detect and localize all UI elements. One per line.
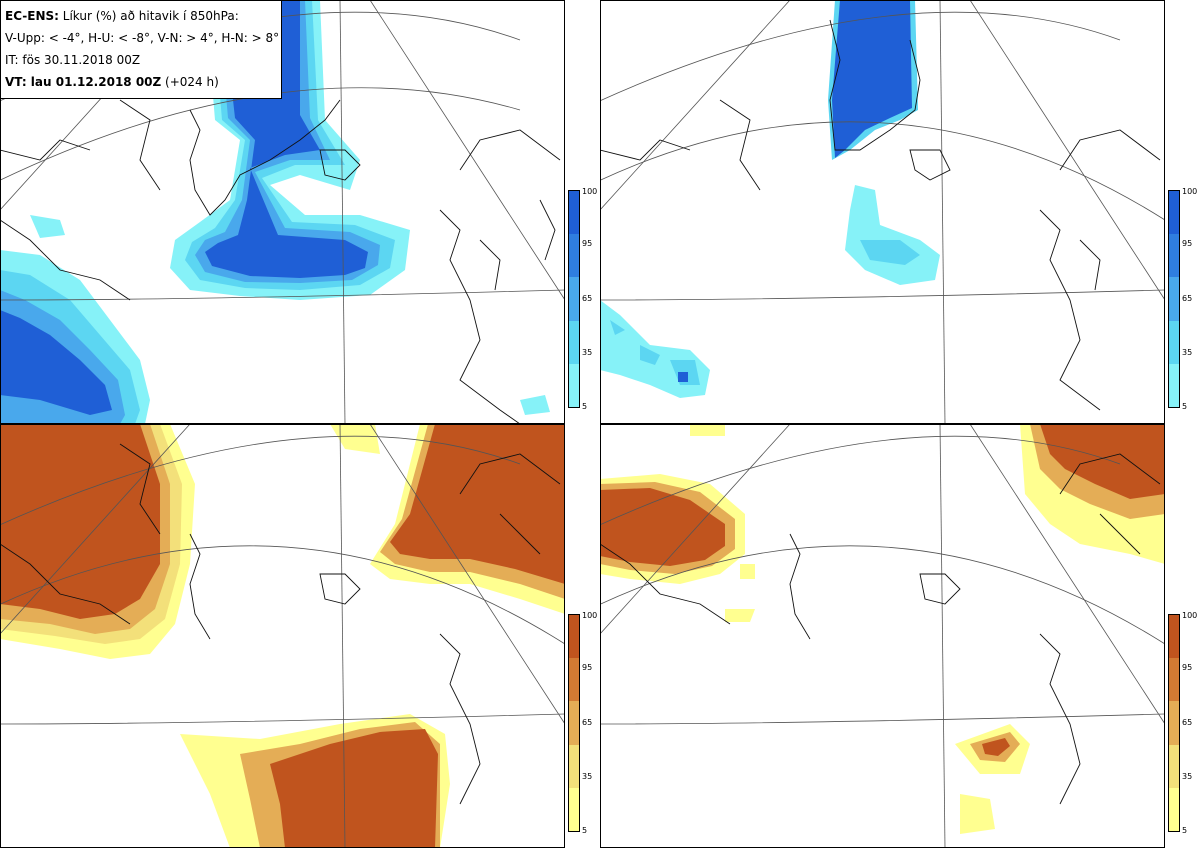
legend-line-4: VT: lau 01.12.2018 00Z (+024 h) (5, 71, 277, 93)
colorbar-tick-35: 35 (582, 772, 593, 781)
colorbar-tick-5: 5 (1182, 826, 1188, 835)
probability-field (600, 0, 940, 398)
colorbar-tick-35: 35 (582, 348, 593, 357)
colorbar-strip (568, 614, 580, 832)
map-panel-cold-8 (600, 0, 1165, 424)
coastlines (0, 99, 561, 424)
colorbar-tick-5: 5 (582, 402, 588, 411)
graticule (0, 424, 565, 848)
colorbar-warm-right: 100 95 65 35 5 (1168, 612, 1200, 836)
colorbar-tick-5: 5 (582, 826, 588, 835)
colorbar-strip (1168, 190, 1180, 408)
map-cold-4-svg (0, 0, 565, 424)
colorbar-tick-35: 35 (1182, 348, 1193, 357)
colorbar-tick-100: 100 (582, 611, 598, 620)
legend-model-label: EC-ENS: (5, 9, 59, 23)
colorbar-tick-65: 65 (582, 294, 593, 303)
legend-description: Líkur (%) að hitavik í 850hPa: (58, 9, 239, 23)
graticule (600, 0, 1165, 424)
colorbar-tick-5: 5 (1182, 402, 1188, 411)
legend-valid-time: VT: lau 01.12.2018 00Z (5, 75, 162, 89)
map-panel-warm-4 (0, 424, 565, 848)
probability-field (0, 424, 565, 848)
probability-field (0, 0, 550, 424)
colorbar-tick-100: 100 (582, 187, 598, 196)
colorbar-tick-95: 95 (582, 239, 593, 248)
colorbar-tick-95: 95 (1182, 239, 1193, 248)
map-cold-8-svg (600, 0, 1165, 424)
map-warm-4-svg (0, 424, 565, 848)
map-panel-cold-4 (0, 0, 565, 424)
colorbar-tick-65: 65 (1182, 294, 1193, 303)
coastlines (0, 443, 561, 805)
colorbar-strip (568, 190, 580, 408)
colorbar-tick-95: 95 (1182, 663, 1193, 672)
graticule (600, 424, 1165, 848)
title-legend-box: EC-ENS: Líkur (%) að hitavik í 850hPa: V… (0, 0, 282, 99)
colorbar-tick-35: 35 (1182, 772, 1193, 781)
colorbar-cold-left: 100 95 65 35 5 (568, 188, 602, 412)
probability-field (600, 424, 1165, 834)
legend-line-3: IT: fös 30.11.2018 00Z (5, 53, 141, 67)
colorbar-warm-left: 100 95 65 35 5 (568, 612, 602, 836)
coastlines (600, 453, 1161, 805)
map-warm-8-svg (600, 424, 1165, 848)
colorbar-strip (1168, 614, 1180, 832)
legend-line-2: V-Upp: < -4°, H-U: < -8°, V-N: > 4°, H-N… (5, 31, 280, 45)
colorbar-tick-65: 65 (582, 718, 593, 727)
colorbar-tick-95: 95 (582, 663, 593, 672)
legend-forecast-hour: (+024 h) (161, 75, 219, 89)
colorbar-tick-100: 100 (1182, 611, 1198, 620)
legend-line-1: EC-ENS: Líkur (%) að hitavik í 850hPa: (5, 5, 277, 27)
colorbar-tick-100: 100 (1182, 187, 1198, 196)
coastlines (600, 19, 1161, 411)
colorbar-cold-right: 100 95 65 35 5 (1168, 188, 1200, 412)
colorbar-tick-65: 65 (1182, 718, 1193, 727)
map-panel-warm-8 (600, 424, 1165, 848)
